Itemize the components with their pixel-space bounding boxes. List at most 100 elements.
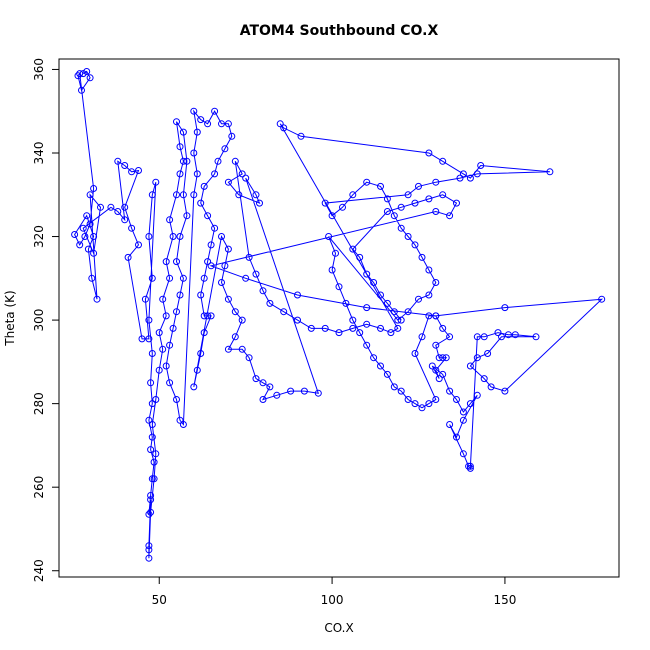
data-point (349, 316, 357, 324)
data-point (415, 295, 422, 303)
data-point (425, 149, 433, 157)
data-point (147, 379, 155, 387)
data-point (147, 492, 155, 499)
data-point (224, 120, 232, 128)
data-point (432, 312, 440, 320)
data-point (245, 253, 253, 261)
data-point (204, 312, 212, 320)
data-point (128, 224, 136, 232)
data-point (252, 270, 260, 278)
data-point (90, 233, 98, 240)
data-point (71, 231, 79, 238)
data-point (287, 387, 295, 395)
data-point (179, 157, 187, 165)
data-point (598, 295, 606, 303)
data-point (145, 335, 153, 343)
plot-area (71, 68, 606, 562)
data-point (446, 421, 454, 428)
data-point (150, 458, 158, 466)
data-point (435, 375, 443, 383)
data-point (546, 168, 554, 176)
data-point (259, 379, 267, 387)
x-axis: 50 100 150 (152, 576, 516, 607)
data-point (435, 354, 443, 362)
data-point (166, 274, 174, 282)
data-point (425, 291, 433, 299)
data-point (418, 253, 426, 261)
data-point (162, 258, 170, 266)
x-tick-label: 50 (152, 593, 167, 607)
data-point (459, 416, 467, 424)
data-point (204, 258, 212, 266)
data-point (342, 299, 350, 307)
data-point (273, 391, 281, 399)
data-point (411, 241, 419, 249)
data-point (114, 157, 122, 165)
data-point (76, 241, 84, 249)
data-point (266, 383, 274, 391)
data-point (377, 362, 384, 370)
data-point (145, 316, 153, 324)
data-point (152, 450, 160, 458)
data-point (190, 149, 198, 157)
data-point (231, 333, 239, 341)
data-point (138, 335, 146, 343)
data-point (162, 362, 170, 370)
data-point (228, 132, 236, 140)
data-point (439, 324, 447, 332)
data-point (88, 274, 96, 282)
data-point (176, 170, 184, 178)
data-point (397, 387, 405, 395)
data-point (121, 203, 129, 211)
data-point (390, 383, 398, 391)
data-point (179, 421, 187, 428)
data-point (411, 350, 419, 357)
data-point (193, 170, 201, 178)
data-point (294, 316, 301, 324)
data-point (74, 72, 82, 80)
data-point (446, 212, 454, 220)
data-point (173, 191, 180, 199)
data-point (473, 391, 481, 399)
data-point (147, 508, 155, 516)
data-point (453, 396, 460, 403)
data-point (218, 120, 225, 128)
data-point (148, 433, 156, 441)
data-point (121, 216, 129, 224)
data-point (363, 320, 371, 328)
data-point (121, 162, 129, 169)
y-tick-label: 300 (32, 309, 46, 332)
data-point (83, 68, 91, 75)
data-point (200, 329, 208, 337)
data-point (501, 304, 509, 312)
data-point (107, 203, 115, 211)
data-point (404, 233, 412, 240)
data-point (339, 203, 346, 211)
data-point (466, 462, 474, 470)
data-point (432, 341, 440, 349)
data-point (256, 199, 263, 207)
data-point (300, 387, 308, 395)
data-point (356, 329, 364, 337)
data-point (439, 354, 447, 362)
y-tick-label: 280 (32, 392, 46, 415)
data-point (145, 542, 153, 550)
data-point (207, 312, 215, 320)
data-point (190, 191, 198, 199)
data-point (394, 316, 402, 324)
data-point (425, 195, 433, 203)
data-point (155, 366, 163, 374)
data-point (259, 396, 267, 403)
data-point (238, 170, 246, 178)
data-point (356, 253, 364, 261)
data-point (224, 245, 232, 253)
data-point (377, 291, 384, 299)
data-point (148, 191, 156, 199)
data-point (404, 191, 412, 199)
data-point (328, 266, 336, 274)
data-point (162, 312, 170, 320)
y-axis: 240 260 280 300 320 340 360 (32, 58, 60, 582)
data-point (453, 199, 460, 207)
data-point (148, 274, 156, 282)
data-point (242, 174, 250, 182)
